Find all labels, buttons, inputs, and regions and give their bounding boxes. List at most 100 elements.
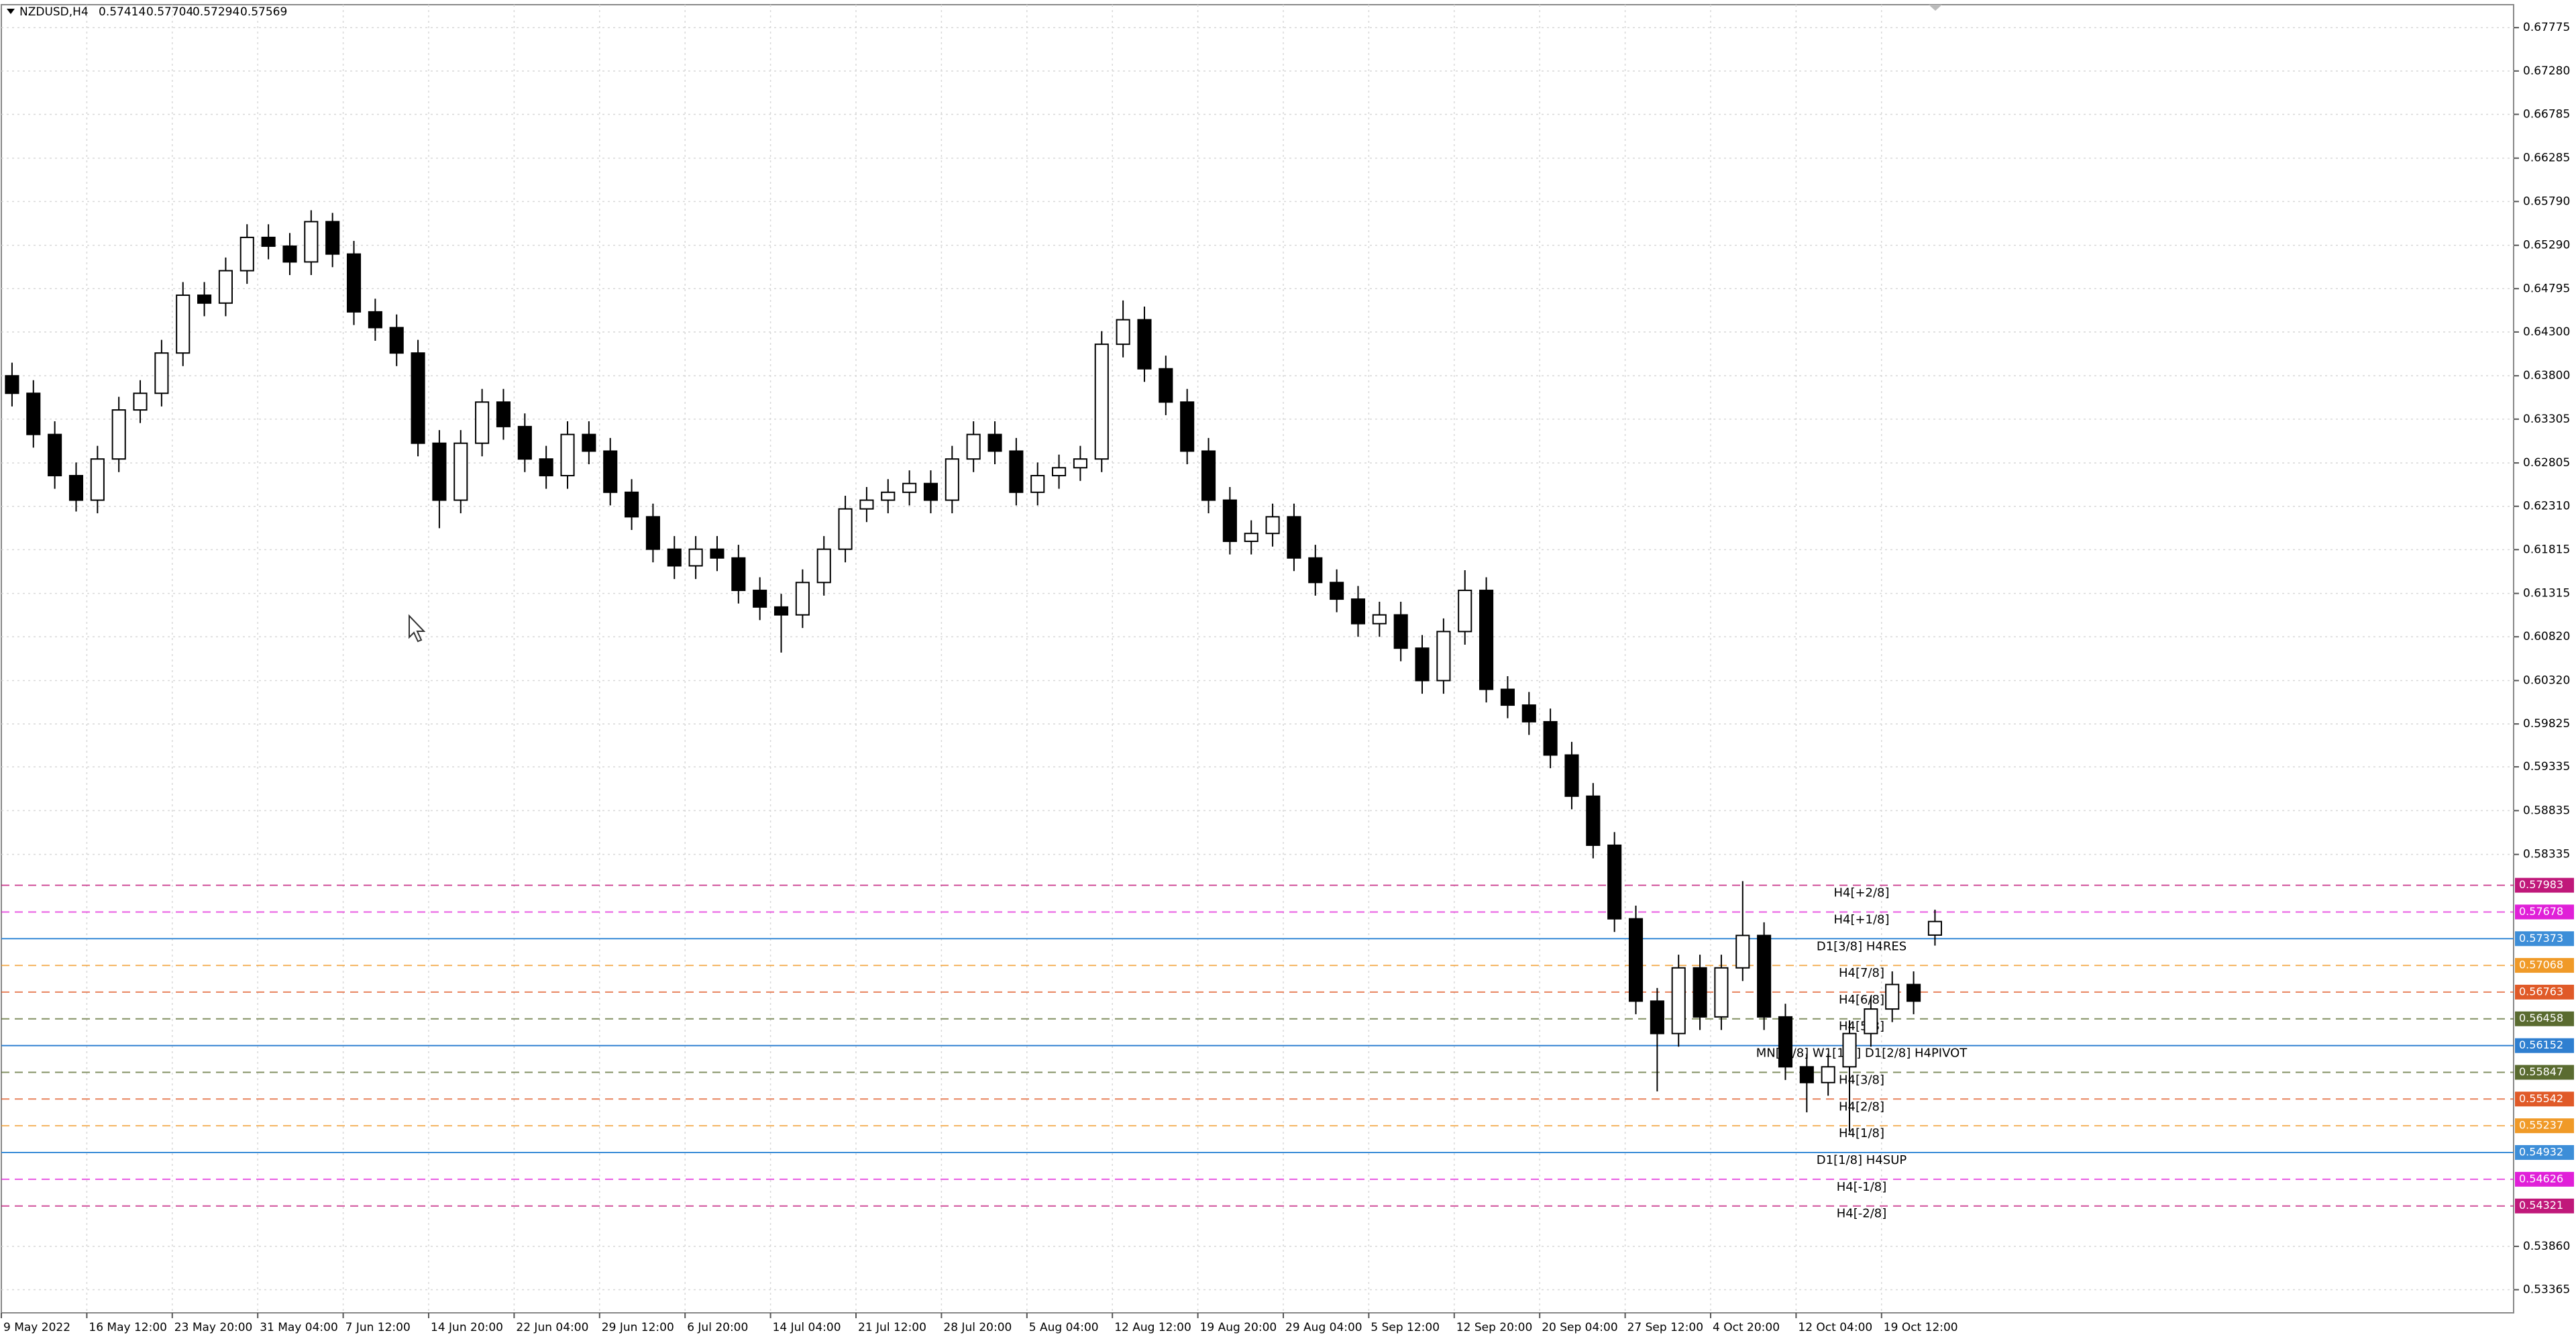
candle-body — [496, 401, 511, 427]
symbol-title: NZDUSD,H4 — [19, 5, 89, 19]
x-tick-label: 29 Jun 12:00 — [602, 1321, 674, 1334]
y-tick-label: 0.67280 — [2523, 64, 2570, 78]
x-tick-label: 19 Oct 12:00 — [1884, 1321, 1958, 1334]
candle-body — [1265, 516, 1280, 535]
candle-body — [1052, 467, 1067, 477]
y-tick-label: 0.66785 — [2523, 107, 2570, 121]
candle-body — [1564, 754, 1579, 797]
price-box-label: 0.54626 — [2519, 1172, 2563, 1185]
x-tick-label: 20 Sep 04:00 — [1542, 1321, 1617, 1334]
candle-body — [645, 516, 660, 550]
price-box — [2515, 1065, 2574, 1080]
y-tick-label: 0.63800 — [2523, 369, 2570, 382]
candle-body — [1650, 1000, 1664, 1034]
level-label: H4[+2/8] — [1833, 886, 1889, 900]
candle-body — [1094, 343, 1109, 460]
candle-body — [1671, 967, 1686, 1034]
candle-body — [411, 352, 425, 444]
candle-body — [1201, 450, 1216, 501]
candle-body — [1757, 934, 1772, 1018]
candle-body — [325, 221, 340, 255]
y-tick-label: 0.59825 — [2523, 717, 2570, 731]
candle-body — [1607, 844, 1622, 920]
header-open: 0.57414 — [99, 5, 146, 19]
level-label: H4[1/8] — [1839, 1126, 1884, 1140]
candle-body — [1330, 582, 1344, 600]
candle-body — [1073, 458, 1087, 469]
candle-body — [1586, 795, 1601, 846]
candle-body — [475, 401, 490, 444]
candle-body — [667, 548, 682, 567]
x-tick-label: 23 May 20:00 — [174, 1321, 253, 1334]
candle-body — [539, 458, 553, 477]
candle-body — [517, 425, 532, 460]
y-tick-label: 0.59335 — [2523, 760, 2570, 773]
price-box — [2515, 1198, 2574, 1214]
x-tick-label: 4 Oct 20:00 — [1713, 1321, 1780, 1334]
x-tick-label: 14 Jun 20:00 — [431, 1321, 503, 1334]
candle-body — [239, 236, 254, 272]
candle-body — [1842, 1032, 1857, 1068]
candle-body — [1393, 614, 1408, 649]
candle-body — [688, 548, 703, 567]
x-tick-label: 14 Jul 04:00 — [773, 1321, 841, 1334]
x-tick-label: 22 Jun 04:00 — [516, 1321, 588, 1334]
candle-body — [731, 557, 746, 592]
level-label: H4[+1/8] — [1833, 912, 1889, 926]
x-tick-label: 16 May 12:00 — [89, 1321, 167, 1334]
candle-body — [1628, 918, 1644, 1002]
candle-body — [111, 409, 126, 460]
candle-body — [1543, 720, 1558, 756]
candle-body — [1735, 934, 1750, 969]
candle-body — [966, 433, 981, 460]
price-box — [2515, 904, 2574, 920]
candle-body — [773, 606, 789, 616]
price-box — [2515, 877, 2574, 893]
candle-body — [68, 475, 84, 501]
candle-body — [1778, 1016, 1793, 1068]
y-tick-label: 0.65790 — [2523, 195, 2570, 208]
y-tick-label: 0.67775 — [2523, 21, 2570, 34]
symbol-toggle[interactable] — [7, 9, 15, 14]
level-label: H4[-1/8] — [1837, 1180, 1887, 1194]
price-box-label: 0.55237 — [2519, 1119, 2563, 1132]
candle-body — [560, 433, 575, 477]
price-box-label: 0.55847 — [2519, 1065, 2563, 1078]
x-tick-label: 31 May 04:00 — [260, 1321, 338, 1334]
candle-body — [582, 433, 596, 452]
candle-body — [753, 590, 767, 608]
candle-body — [710, 548, 724, 559]
candle-body — [26, 392, 41, 435]
price-box-label: 0.57373 — [2519, 932, 2563, 945]
candle-body — [1116, 319, 1130, 345]
shift-marker[interactable] — [1929, 5, 1942, 11]
candle-body — [48, 433, 62, 477]
y-tick-label: 0.61815 — [2523, 543, 2570, 556]
x-tick-label: 9 May 2022 — [3, 1321, 70, 1334]
price-box — [2515, 958, 2574, 973]
candle-body — [1927, 920, 1942, 936]
y-tick-label: 0.61315 — [2523, 587, 2570, 600]
price-box-label: 0.55542 — [2519, 1092, 2563, 1105]
level-label: H4[6/8] — [1839, 993, 1884, 1007]
level-label: H4[7/8] — [1839, 966, 1884, 980]
price-box-label: 0.56458 — [2519, 1012, 2563, 1024]
y-tick-label: 0.60820 — [2523, 630, 2570, 643]
candle-body — [1799, 1066, 1814, 1083]
candle-body — [368, 311, 382, 329]
y-tick-label: 0.62310 — [2523, 500, 2570, 513]
price-box-label: 0.54321 — [2519, 1199, 2563, 1212]
candle-body — [902, 482, 917, 493]
candle-body — [1415, 647, 1430, 682]
candle-body — [1159, 368, 1173, 403]
level-label: H4[2/8] — [1839, 1100, 1884, 1114]
price-box — [2515, 1011, 2574, 1026]
y-tick-label: 0.66285 — [2523, 152, 2570, 165]
price-box — [2515, 1038, 2574, 1053]
plot-frame — [1, 4, 2514, 1314]
candle-body — [1714, 967, 1729, 1018]
level-label: MN[-1/8] W1[1/8] D1[2/8] H4PIVOT — [1756, 1047, 1968, 1061]
candle-body — [389, 327, 404, 354]
candle-body — [1009, 450, 1024, 493]
